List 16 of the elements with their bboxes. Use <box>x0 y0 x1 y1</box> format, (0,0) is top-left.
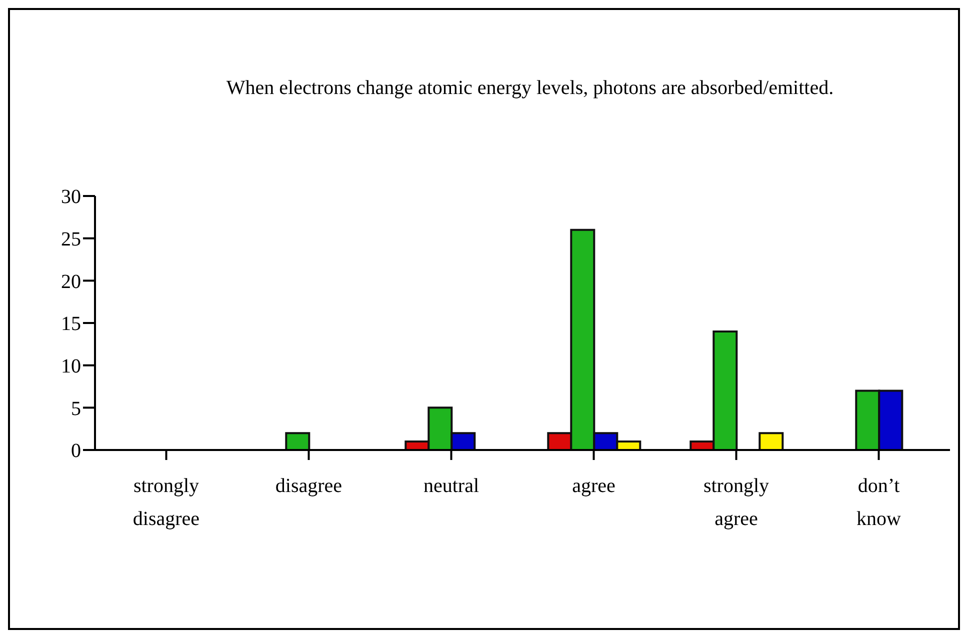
bar <box>758 432 784 450</box>
x-tick-label: disagree <box>275 475 342 497</box>
bar <box>285 432 310 450</box>
x-tick-label: agree <box>572 475 616 497</box>
x-tick-label: strongly disagree <box>132 475 200 530</box>
y-tick-label: 30 <box>61 186 81 208</box>
x-tick-label: strongly agree <box>703 475 770 530</box>
y-tick-label: 15 <box>61 313 81 336</box>
y-tick-label: 20 <box>61 270 81 293</box>
x-tick-label: don’t know <box>856 475 902 530</box>
y-tick-label: 5 <box>71 398 81 420</box>
y-tick-label: 25 <box>61 228 81 250</box>
x-tick-label: neutral <box>423 475 480 497</box>
y-tick-label: 0 <box>71 440 81 462</box>
y-tick-label: 10 <box>61 355 81 378</box>
chart-title: When electrons change atomic energy levels, photons are absorbed/emitted. <box>225 76 835 101</box>
